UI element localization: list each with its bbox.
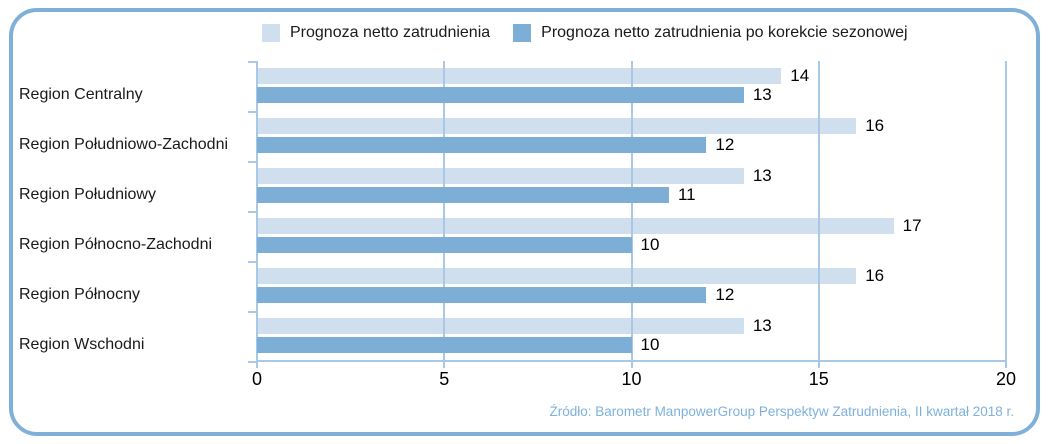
bar-value-label: 13	[752, 316, 772, 335]
bar-value-label: 10	[640, 335, 660, 354]
bar-value-label: 10	[640, 235, 660, 254]
bar-seasonal	[257, 287, 707, 303]
gridline	[256, 61, 258, 362]
bar-forecast	[257, 168, 744, 184]
bar-seasonal-row: 13	[257, 85, 1006, 104]
source-caption: Źródło: Barometr ManpowerGroup Perspekty…	[549, 404, 1014, 419]
gridline	[630, 61, 633, 362]
bar-value-label: 12	[715, 135, 735, 154]
legend-label-forecast: Prognoza netto zatrudnienia	[290, 24, 491, 41]
bar-forecast-row: 16	[257, 116, 1006, 135]
category-label: Region Centralny	[19, 86, 143, 103]
legend-label-seasonal: Prognoza netto zatrudnienia po korekcie …	[541, 24, 908, 41]
bar-seasonal	[257, 137, 707, 153]
gridline	[817, 61, 820, 362]
x-axis-tick-label: 10	[621, 369, 642, 389]
bar-seasonal	[257, 237, 632, 253]
y-axis-tick	[248, 261, 257, 263]
chart-legend: Prognoza netto zatrudnienia Prognoza net…	[262, 24, 1036, 42]
legend-swatch-dark-icon	[513, 24, 532, 42]
bar-forecast-row: 17	[257, 216, 1006, 235]
bar-seasonal-row: 12	[257, 285, 1006, 304]
legend-item-seasonal: Prognoza netto zatrudnienia po korekcie …	[513, 24, 908, 42]
category-label: Region Południowy	[19, 186, 156, 203]
category-label: Region Południowo-Zachodni	[19, 136, 229, 153]
x-axis-tick-label: 20	[995, 369, 1017, 389]
category-label: Region Wschodni	[19, 336, 145, 353]
bar-value-label: 17	[902, 216, 922, 235]
y-axis-tick	[248, 61, 257, 63]
x-axis-tick	[443, 362, 446, 368]
x-axis-tick	[817, 362, 820, 368]
bar-seasonal	[257, 337, 632, 353]
bar-value-label: 12	[715, 285, 735, 304]
bar-value-label: 16	[865, 116, 885, 135]
bar-seasonal-row: 12	[257, 135, 1006, 154]
legend-swatch-light-icon	[262, 24, 280, 42]
y-axis-tick	[248, 361, 257, 363]
bar-value-label: 16	[865, 266, 885, 285]
bar-seasonal	[257, 187, 669, 203]
x-axis-tick-label: 0	[251, 369, 263, 389]
category-label: Region Północny	[19, 286, 140, 303]
bar-value-label: 14	[790, 66, 810, 85]
gridline	[1005, 61, 1007, 362]
bar-forecast-row: 13	[257, 316, 1006, 335]
y-axis-tick	[248, 211, 257, 213]
y-axis-tick	[248, 161, 257, 163]
bar-forecast	[257, 68, 782, 84]
bar-forecast	[257, 218, 894, 234]
category-label: Region Północno-Zachodni	[19, 236, 213, 253]
bar-seasonal-row: 11	[257, 185, 1006, 204]
bar-forecast-row: 13	[257, 166, 1006, 185]
x-axis-tick	[256, 362, 258, 368]
bar-forecast-row: 16	[257, 266, 1006, 285]
x-axis-tick-label: 5	[439, 369, 450, 389]
category-labels: Region Centralny Region Południowo-Zachod…	[13, 61, 257, 364]
bar-seasonal-row: 10	[257, 335, 1006, 354]
bar-value-label: 11	[677, 185, 696, 204]
bar-value-label: 13	[752, 85, 772, 104]
legend-item-forecast: Prognoza netto zatrudnienia	[262, 24, 490, 42]
x-axis-tick	[630, 362, 633, 368]
x-axis-tick	[1005, 362, 1007, 368]
y-axis-tick	[248, 311, 257, 313]
x-axis-line	[257, 360, 1006, 362]
plot-area: 0 5 10 15 20 14 13 16 12 13 11 17 10 16 12 13 10	[248, 61, 1016, 389]
x-axis-tick-label: 15	[808, 369, 829, 389]
bar-seasonal	[257, 87, 744, 103]
bar-chart: Region Centralny Region Południowo-Zachod…	[13, 61, 1036, 389]
bar-forecast-row: 14	[257, 66, 1006, 85]
y-axis-tick	[248, 111, 257, 113]
bar-value-label: 13	[752, 166, 772, 185]
bar-forecast	[257, 318, 744, 334]
gridline	[443, 61, 446, 362]
bar-seasonal-row: 10	[257, 235, 1006, 254]
bar-forecast	[257, 268, 857, 284]
bar-forecast	[257, 118, 857, 134]
chart-card: Prognoza netto zatrudnienia Prognoza net…	[9, 8, 1040, 436]
